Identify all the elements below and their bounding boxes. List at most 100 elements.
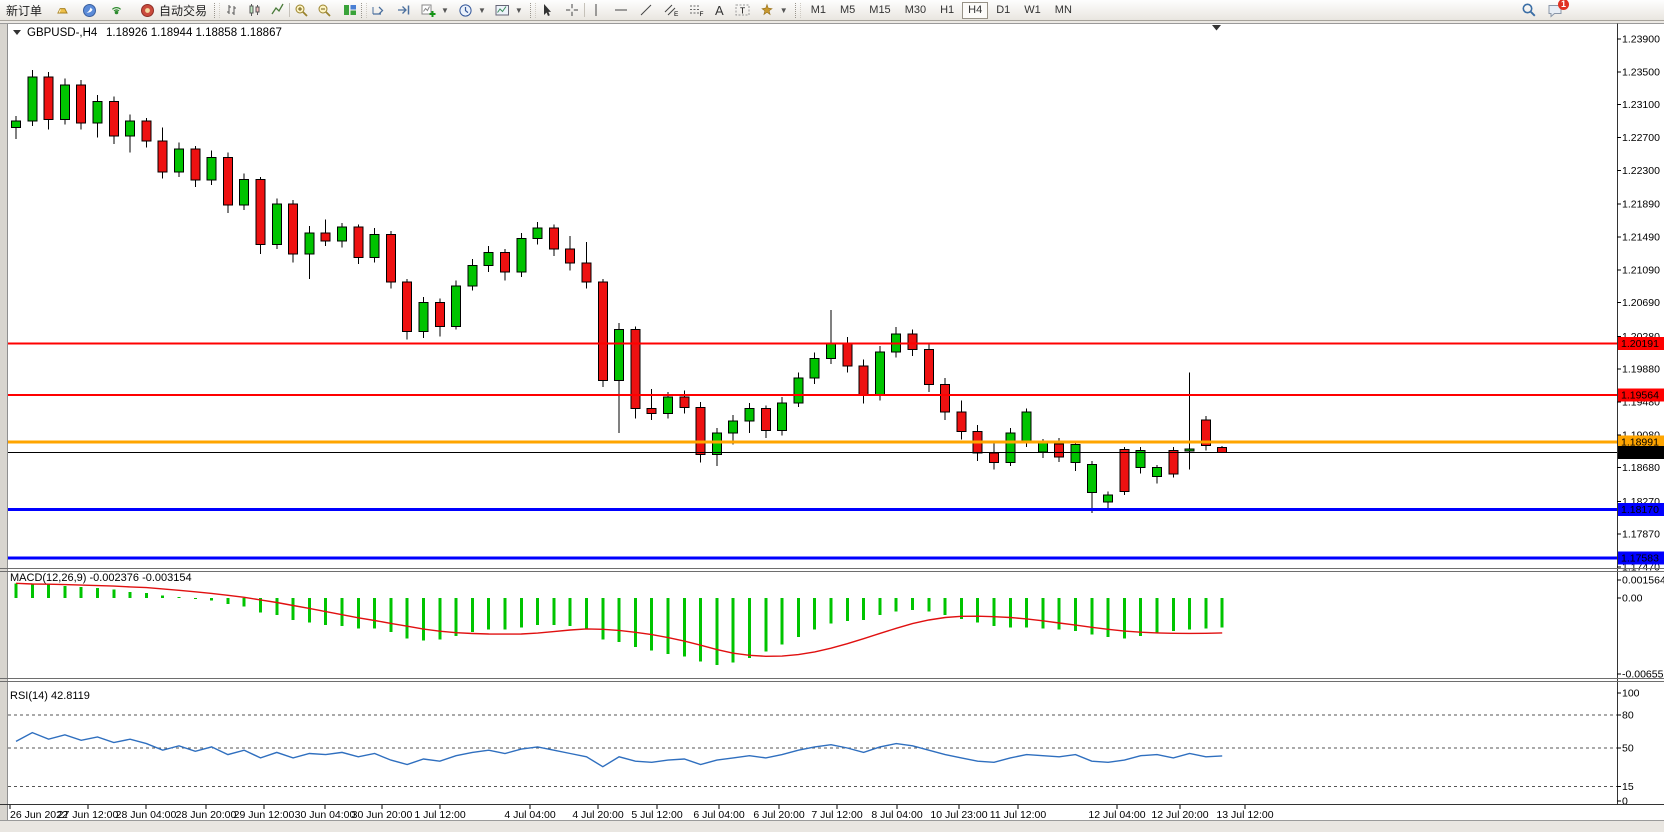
bar-chart-icon[interactable] — [223, 2, 240, 19]
chat-icon[interactable]: 1 — [1547, 0, 1569, 19]
timeframe-h1[interactable]: H1 — [940, 4, 955, 16]
svg-text:1.18991: 1.18991 — [1621, 437, 1659, 449]
svg-text:1.19880: 1.19880 — [1622, 364, 1660, 376]
auto-trading-button[interactable]: 自动交易 — [135, 1, 211, 19]
period-button[interactable]: ▼ — [453, 1, 490, 19]
cursor-icon[interactable] — [539, 2, 556, 19]
timeframe-m15[interactable]: M15 — [869, 4, 891, 16]
chart-shift-icon[interactable] — [395, 2, 412, 19]
horizontal-level-lines[interactable] — [8, 342, 1617, 560]
svg-text:1.21490: 1.21490 — [1622, 231, 1660, 243]
timeframe-m1[interactable]: M1 — [810, 4, 826, 16]
macd-axis[interactable]: 0.001564 0.00 -0.006555 — [1617, 575, 1664, 681]
timeframe-w1[interactable]: W1 — [1024, 4, 1041, 16]
toolbar-drag-handle[interactable] — [361, 2, 368, 18]
trendline-icon[interactable] — [638, 2, 655, 19]
svg-text:1.18170: 1.18170 — [1621, 504, 1659, 516]
svg-text:28 Jun 20:00: 28 Jun 20:00 — [176, 809, 237, 821]
svg-text:12 Jul 04:00: 12 Jul 04:00 — [1088, 809, 1145, 821]
dropdown-arrow-icon: ▼ — [441, 5, 449, 15]
auto-trading-icon — [139, 2, 156, 19]
svg-text:50: 50 — [1622, 743, 1634, 755]
template-button[interactable]: ▼ — [490, 1, 527, 19]
svg-text:1.17583: 1.17583 — [1621, 552, 1659, 564]
horizontal-line-icon[interactable] — [613, 2, 630, 19]
timeframe-h4[interactable]: H4 — [962, 1, 989, 19]
svg-text:8 Jul 04:00: 8 Jul 04:00 — [871, 809, 923, 821]
toolbar-drag-handle[interactable] — [794, 2, 801, 18]
svg-text:1.18926 1.18944 1.18858 1.1886: 1.18926 1.18944 1.18858 1.18867 — [106, 27, 282, 39]
arrows-icon — [759, 2, 776, 19]
search-icon[interactable] — [1520, 2, 1537, 19]
zoom-out-icon[interactable] — [316, 2, 333, 19]
crosshair-icon[interactable] — [564, 2, 581, 19]
zoom-in-icon[interactable] — [293, 2, 310, 19]
svg-text:0: 0 — [1622, 796, 1628, 808]
pane-splitters[interactable] — [0, 568, 1664, 682]
svg-text:1.20690: 1.20690 — [1622, 297, 1660, 309]
svg-text:7 Jul 12:00: 7 Jul 12:00 — [811, 809, 863, 821]
svg-text:1.17470: 1.17470 — [1622, 562, 1660, 574]
svg-text:-0.006555: -0.006555 — [1622, 669, 1664, 681]
svg-text:1.21090: 1.21090 — [1622, 264, 1660, 276]
svg-text:1 Jul 12:00: 1 Jul 12:00 — [414, 809, 466, 821]
svg-text:E: E — [674, 11, 679, 17]
line-chart-icon[interactable] — [269, 2, 286, 19]
timeframe-m30[interactable]: M30 — [904, 4, 927, 16]
svg-text:10 Jul 23:00: 10 Jul 23:00 — [930, 809, 987, 821]
text-icon[interactable]: A — [714, 2, 724, 18]
svg-text:1.18680: 1.18680 — [1622, 462, 1660, 474]
svg-text:4 Jul 20:00: 4 Jul 20:00 — [572, 809, 624, 821]
timeframe-d1[interactable]: D1 — [996, 4, 1011, 16]
equidistant-channel-icon[interactable]: E — [663, 2, 680, 19]
toolbar-drag-handle[interactable] — [529, 2, 536, 18]
svg-text:1.23500: 1.23500 — [1622, 66, 1660, 78]
window-bottom-frame — [0, 820, 1664, 832]
arrows-button[interactable]: ▼ — [755, 1, 792, 19]
auto-scroll-icon[interactable] — [370, 2, 387, 19]
svg-text:T: T — [740, 6, 745, 16]
signal-icon[interactable] — [108, 2, 125, 19]
label-icon[interactable]: T — [734, 2, 751, 19]
symbol-ohlc-label: GBPUSD-,H4 1.18926 1.18944 1.18858 1.1886… — [13, 25, 1221, 39]
svg-text:12 Jul 20:00: 12 Jul 20:00 — [1151, 809, 1208, 821]
chart-background — [0, 21, 1664, 832]
price-axis[interactable]: 1.23900 1.23500 1.23100 1.22700 1.22300 1.218… — [1617, 23, 1664, 805]
tile-windows-icon[interactable] — [341, 2, 358, 19]
chart-canvas[interactable]: 1.23900 1.23500 1.23100 1.22700 1.22300 1.218… — [0, 21, 1664, 832]
new-order-button[interactable]: 新订单 — [2, 1, 46, 19]
timeframe-m5[interactable]: M5 — [840, 4, 856, 16]
new-chart-icon — [420, 2, 437, 19]
svg-text:1.22700: 1.22700 — [1622, 132, 1660, 144]
svg-text:6 Jul 20:00: 6 Jul 20:00 — [753, 809, 805, 821]
rsi-axis[interactable]: 100 80 50 15 0 — [1617, 688, 1640, 808]
svg-text:29 Jun 12:00: 29 Jun 12:00 — [234, 809, 295, 821]
svg-text:GBPUSD-,H4: GBPUSD-,H4 — [27, 27, 98, 39]
svg-text:80: 80 — [1622, 710, 1634, 722]
gold-ingot-icon[interactable] — [54, 2, 71, 19]
svg-text:13 Jul 12:00: 13 Jul 12:00 — [1216, 809, 1273, 821]
vertical-line-icon[interactable] — [588, 2, 605, 19]
publisher-icon[interactable] — [81, 2, 98, 19]
candlestick-icon[interactable] — [246, 2, 263, 19]
dropdown-arrow-icon: ▼ — [514, 5, 523, 15]
dropdown-arrow-icon: ▼ — [477, 5, 486, 15]
fibonacci-icon[interactable]: F — [688, 2, 705, 19]
period-clock-icon — [457, 2, 474, 19]
template-icon — [494, 2, 511, 19]
timeframe-mn[interactable]: MN — [1054, 4, 1072, 16]
toolbar-drag-handle[interactable] — [214, 2, 221, 18]
svg-text:MACD(12,26,9) -0.002376 -0.003: MACD(12,26,9) -0.002376 -0.003154 — [10, 572, 192, 584]
chart-shift-marker — [1212, 25, 1221, 31]
dropdown-arrow-icon: ▼ — [779, 5, 788, 15]
svg-text:28 Jun 04:00: 28 Jun 04:00 — [116, 809, 177, 821]
svg-text:RSI(14) 42.8119: RSI(14) 42.8119 — [10, 690, 90, 702]
svg-text:1.19564: 1.19564 — [1621, 390, 1659, 402]
svg-text:0.00: 0.00 — [1622, 593, 1643, 605]
svg-text:F: F — [699, 11, 703, 17]
svg-text:1.22300: 1.22300 — [1622, 165, 1660, 177]
new-chart-button[interactable]: ▼ — [416, 1, 453, 19]
toolbar: 新订单 自动交易 — [0, 0, 1664, 21]
svg-text:4 Jul 04:00: 4 Jul 04:00 — [504, 809, 556, 821]
